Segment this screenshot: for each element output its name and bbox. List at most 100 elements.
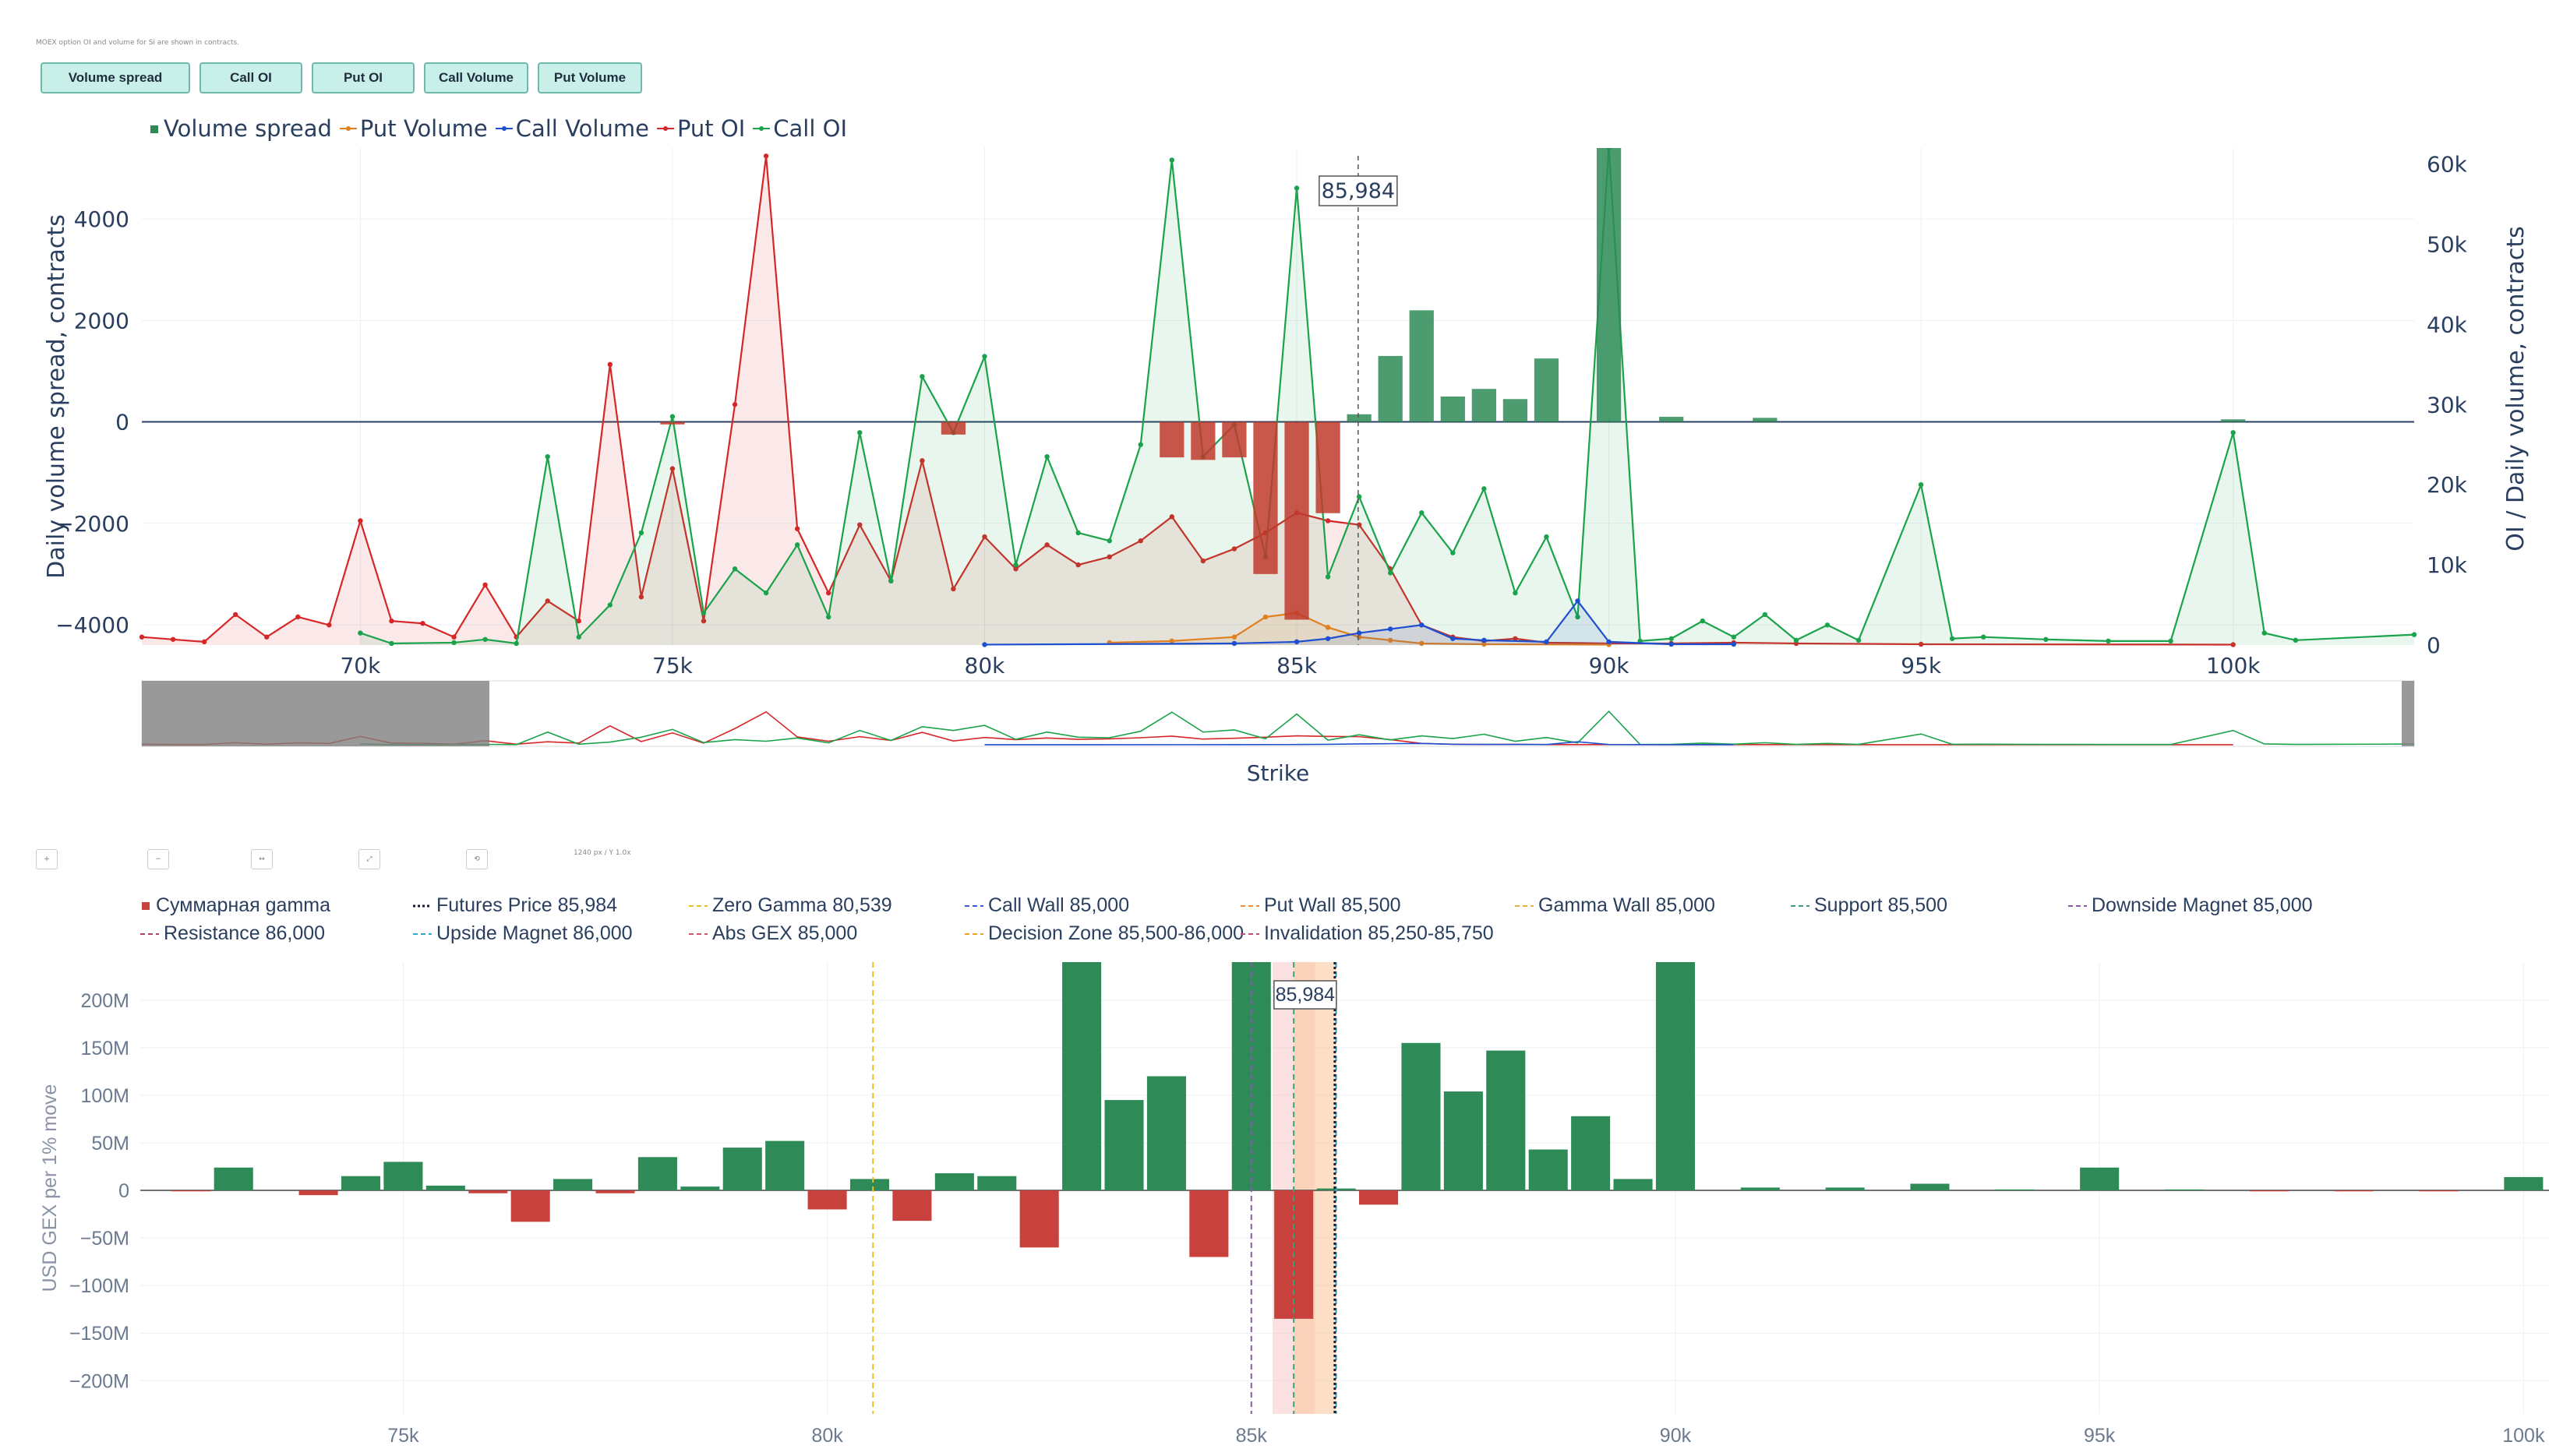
call-oi-point: [1450, 550, 1456, 555]
pan-icon[interactable]: ↔: [251, 849, 273, 869]
legend-item-zero-gamma[interactable]: Zero Gamma 80,539: [689, 894, 892, 916]
legend-item-futures-price[interactable]: Futures Price 85,984: [413, 894, 618, 916]
y-tick-label: −2000: [55, 511, 129, 537]
y-tick-label: 0: [118, 1180, 129, 1202]
gamma-bar: [1613, 1179, 1653, 1191]
y2-tick-label: 20k: [2427, 472, 2468, 498]
gamma-bar: [1146, 1076, 1186, 1191]
call-volume-area: [984, 601, 1734, 645]
legend-item-support[interactable]: Support 85,500: [1791, 894, 1947, 916]
legend-item-put-oi[interactable]: Put OI: [656, 115, 745, 142]
call-oi-point: [1419, 510, 1425, 516]
legend-item-put-volume[interactable]: Put Volume: [339, 115, 488, 142]
legend-item-call-oi[interactable]: Call OI: [753, 115, 847, 142]
gamma-bar: [341, 1176, 381, 1191]
call-oi-button[interactable]: Call OI: [199, 62, 302, 93]
call-oi-point: [982, 354, 987, 359]
spread-bar: [1222, 421, 1247, 458]
legend-item-call-wall[interactable]: Call Wall 85,000: [965, 894, 1130, 916]
legend-item-upside-magnet[interactable]: Upside Magnet 86,000: [413, 922, 633, 944]
spot-label: 85,984: [1276, 984, 1336, 1006]
volume-spread-button[interactable]: Volume spread: [41, 62, 190, 93]
spread-bar: [1753, 418, 1778, 422]
call-oi-point: [545, 453, 550, 460]
range-handle-right: [2402, 681, 2414, 746]
y-axis-title: USD GEX per 1% move: [39, 1084, 61, 1292]
call-volume-point: [1325, 636, 1331, 641]
strike-volume-chart[interactable]: 70k 75k 80k 85k 90k 95k 100k 4000 2000 0 −2000 −400…: [0, 148, 2549, 795]
put-volume-point: [1169, 638, 1175, 644]
put-oi-point: [358, 518, 363, 524]
legend-item-put-wall[interactable]: Put Wall 85,500: [1241, 894, 1401, 916]
call-oi-point: [732, 566, 738, 572]
put-volume-point: [1325, 625, 1331, 630]
legend-item-resistance[interactable]: Resistance 86,000: [140, 922, 326, 944]
put-volume-point: [1419, 640, 1425, 647]
put-oi-point: [763, 153, 769, 159]
autoscale-icon[interactable]: ⤢: [358, 849, 380, 869]
gamma-bar: [1359, 1190, 1399, 1205]
put-oi-point: [1513, 636, 1518, 641]
legend-item-volume-spread[interactable]: Volume spread: [148, 115, 332, 142]
call-oi-point: [1481, 486, 1487, 492]
gamma-bar: [510, 1190, 550, 1222]
call-volume-point: [1575, 598, 1580, 604]
contracts-note: MOEX option OI and volume for Si are sho…: [36, 39, 240, 47]
legend-item-decision-zone[interactable]: Decision Zone 85,500-86,000: [965, 922, 1244, 944]
put-oi-point: [295, 614, 301, 620]
call-oi-point: [826, 614, 831, 620]
gamma-bar: [807, 1190, 847, 1210]
legend-item-abs-gex[interactable]: Abs GEX 85,000: [689, 922, 858, 944]
put-oi-button[interactable]: Put OI: [312, 62, 415, 93]
reset-icon[interactable]: ⟲: [466, 849, 488, 869]
call-oi-point: [888, 578, 894, 583]
call-oi-area: [360, 148, 2415, 645]
put-oi-point: [232, 612, 238, 618]
legend-item-gamma[interactable]: Суммарная gamma: [140, 894, 330, 917]
gamma-bar: [765, 1140, 805, 1191]
gamma-bar: [2249, 1190, 2289, 1192]
call-oi-point: [1824, 622, 1831, 628]
zoom-out-icon[interactable]: −: [147, 849, 169, 869]
call-oi-point: [1544, 534, 1549, 540]
put-oi-point: [139, 634, 145, 640]
legend-item-call-volume[interactable]: Call Volume: [495, 115, 649, 142]
legend-item-downside-magnet[interactable]: Downside Magnet 85,000: [2068, 894, 2313, 916]
put-oi-point: [732, 402, 738, 407]
put-volume-button[interactable]: Put Volume: [538, 62, 642, 93]
gamma-bar: [680, 1186, 720, 1191]
gamma-bar: [977, 1176, 1017, 1191]
put-oi-point: [327, 622, 332, 628]
call-oi-point: [920, 374, 925, 379]
call-oi-point: [1356, 494, 1362, 499]
put-oi-point: [951, 586, 956, 592]
call-oi-mini-line: [360, 710, 2415, 746]
legend-item-invalidation[interactable]: Invalidation 85,250-85,750: [1241, 922, 1494, 944]
call-oi-point: [482, 636, 488, 642]
gamma-bar: [1104, 1100, 1144, 1191]
spread-bar: [1315, 421, 1340, 513]
x-tick-label: 80k: [965, 653, 1006, 679]
put-oi-point: [1107, 554, 1112, 560]
spot-label-box: [1273, 980, 1337, 1010]
gamma-exposure-chart[interactable]: 75k 80k 85k 90k 95k 100k 200M 150M 100M 50M 0 −50M −…: [0, 947, 2549, 1456]
call-volume-button[interactable]: Call Volume: [424, 62, 528, 93]
x-tick-label: 75k: [387, 1425, 419, 1447]
legend-item-gamma-wall[interactable]: Gamma Wall 85,000: [1515, 894, 1715, 916]
call-volume-point: [1294, 639, 1300, 645]
call-oi-point: [2106, 638, 2111, 644]
gamma-bar: [171, 1190, 211, 1192]
spread-bar: [1502, 399, 1528, 422]
y2-tick-label: 40k: [2427, 312, 2468, 337]
call-volume-point: [1231, 640, 1237, 647]
y-tick-label: 150M: [80, 1038, 129, 1059]
call-oi-point: [1138, 442, 1143, 447]
call-volume-line: [984, 599, 1734, 646]
put-oi-area: [142, 156, 2233, 645]
spread-bar: [1347, 414, 1372, 422]
zoom-in-icon[interactable]: +: [36, 849, 58, 869]
call-oi-point: [1918, 481, 1924, 488]
call-oi-point: [2261, 630, 2267, 636]
call-oi-point: [2411, 632, 2417, 637]
spot-label-box: [1319, 175, 1398, 206]
